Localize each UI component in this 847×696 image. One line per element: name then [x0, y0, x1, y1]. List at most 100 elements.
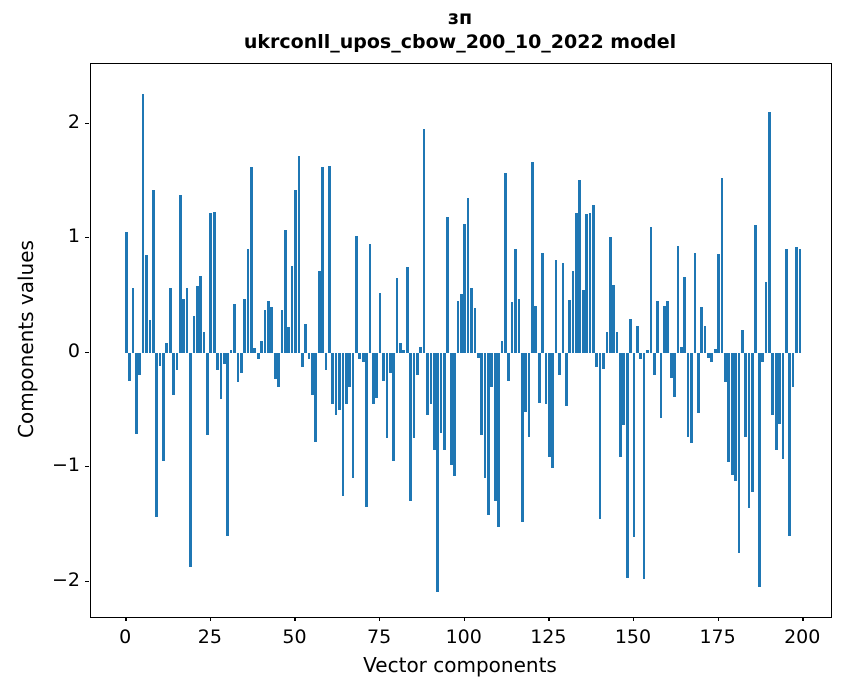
- bar: [656, 301, 660, 353]
- bar: [757, 352, 761, 588]
- bar: [541, 252, 544, 353]
- y-tick-mark: [85, 466, 89, 468]
- bar: [351, 352, 355, 479]
- bar: [625, 352, 629, 579]
- plot-area: [90, 63, 832, 618]
- x-tick-mark: [717, 617, 719, 621]
- x-tick-label: 100: [445, 626, 482, 648]
- bar: [768, 112, 771, 353]
- bar: [558, 352, 561, 376]
- bar: [385, 352, 389, 439]
- bar: [470, 288, 473, 353]
- bar: [456, 301, 460, 353]
- bar: [453, 352, 456, 477]
- bar: [124, 232, 128, 353]
- bar: [608, 236, 612, 353]
- bar: [219, 352, 223, 400]
- x-tick-label: 0: [119, 626, 132, 648]
- bar: [168, 288, 172, 353]
- bar: [527, 352, 531, 438]
- bar: [690, 352, 693, 443]
- bar: [649, 226, 653, 353]
- bar: [781, 352, 785, 459]
- bar: [135, 352, 138, 434]
- x-tick-label: 25: [197, 626, 222, 648]
- bar: [737, 352, 741, 553]
- bar: [727, 352, 731, 463]
- bar: [592, 204, 595, 353]
- bar: [683, 276, 687, 353]
- bar: [192, 315, 196, 353]
- bar: [754, 225, 758, 353]
- bar: [666, 301, 670, 353]
- bar: [480, 352, 483, 435]
- bar: [273, 352, 277, 379]
- bar: [720, 178, 724, 353]
- y-tick-label: 0: [67, 339, 80, 362]
- bar: [636, 326, 639, 353]
- bar: [344, 352, 348, 405]
- bar: [415, 352, 419, 376]
- bar: [774, 352, 778, 450]
- bar: [212, 211, 216, 353]
- bar: [338, 352, 341, 410]
- bar: [304, 323, 307, 353]
- bar: [571, 271, 575, 353]
- y-tick-label: −1: [51, 454, 80, 476]
- bar: [151, 189, 155, 353]
- x-tick-mark: [802, 617, 804, 621]
- bar: [405, 266, 409, 353]
- bar: [199, 275, 203, 353]
- bar: [795, 247, 798, 353]
- y-tick-mark: [85, 122, 89, 124]
- bar: [378, 292, 382, 353]
- y-axis-label-text: Components values: [14, 240, 38, 438]
- bar: [155, 352, 159, 518]
- bar: [297, 155, 301, 353]
- bar: [680, 346, 683, 353]
- bar: [172, 352, 175, 395]
- x-axis-label: Vector components: [363, 653, 557, 677]
- bar: [280, 310, 284, 353]
- chart-subtitle: ukrconll_upos_cbow_200_10_2022 model: [243, 31, 677, 53]
- x-tick-mark: [632, 617, 635, 621]
- bar: [138, 352, 142, 376]
- bar: [331, 352, 335, 405]
- bar: [165, 343, 169, 353]
- bar: [236, 352, 240, 383]
- bar: [561, 263, 565, 353]
- bar: [239, 352, 243, 374]
- bar: [740, 329, 744, 353]
- bar: [598, 352, 602, 519]
- bar: [632, 352, 636, 537]
- bar: [673, 352, 676, 398]
- bar: [327, 165, 331, 353]
- bar: [365, 352, 368, 508]
- bar: [578, 179, 582, 353]
- bar: [300, 352, 304, 368]
- bar: [652, 352, 656, 376]
- bar: [707, 352, 710, 359]
- bar: [764, 281, 768, 353]
- bar: [564, 352, 568, 407]
- bar: [206, 352, 209, 435]
- bar: [568, 299, 571, 353]
- bar: [189, 352, 192, 567]
- bar: [463, 224, 467, 353]
- bar: [466, 197, 470, 353]
- x-tick-mark: [548, 617, 550, 621]
- bar: [395, 278, 399, 353]
- bar: [382, 352, 385, 382]
- bar: [700, 306, 704, 353]
- bar: [520, 352, 524, 522]
- y-tick-label: 2: [67, 110, 80, 133]
- bar: [798, 249, 802, 353]
- y-tick-mark: [85, 351, 89, 353]
- y-tick-mark: [85, 237, 89, 239]
- bar: [537, 352, 541, 403]
- bar: [324, 352, 328, 370]
- bar: [141, 93, 145, 353]
- bar: [747, 352, 751, 509]
- bar: [426, 352, 429, 416]
